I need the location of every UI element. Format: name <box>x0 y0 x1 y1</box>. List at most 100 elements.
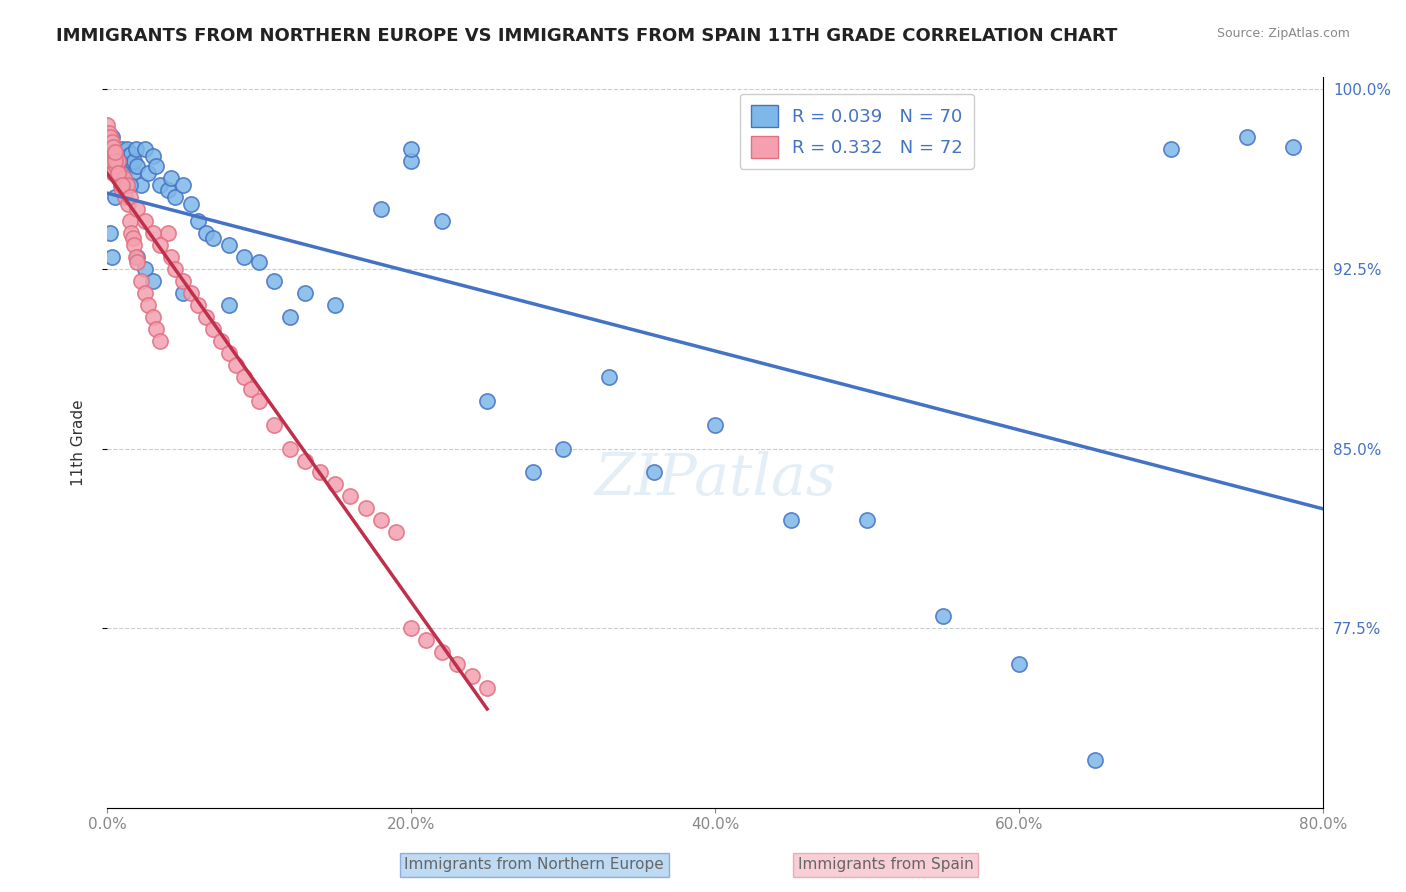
Point <box>107 154 129 169</box>
Point <box>124 238 146 252</box>
Point <box>111 166 134 180</box>
Point <box>120 226 142 240</box>
Point <box>98 226 121 240</box>
Point <box>118 159 141 173</box>
Point <box>385 525 408 540</box>
Point <box>218 298 240 312</box>
Point <box>399 142 422 156</box>
Point <box>104 149 127 163</box>
Point <box>475 393 498 408</box>
Point <box>108 154 131 169</box>
Point <box>643 466 665 480</box>
Point <box>1282 140 1305 154</box>
Point <box>932 609 955 624</box>
Point <box>136 166 159 180</box>
Point <box>117 197 139 211</box>
Point <box>97 149 120 163</box>
Point <box>98 142 121 156</box>
Point <box>240 382 263 396</box>
Point <box>124 154 146 169</box>
Point <box>415 633 437 648</box>
Point <box>110 178 132 193</box>
Point <box>475 681 498 695</box>
Point <box>232 250 254 264</box>
Point <box>172 285 194 300</box>
Point <box>156 183 179 197</box>
Point <box>142 274 165 288</box>
Point <box>142 226 165 240</box>
Point <box>553 442 575 456</box>
Point <box>172 274 194 288</box>
Point <box>339 490 361 504</box>
Point <box>134 285 156 300</box>
Point <box>108 166 131 180</box>
Point <box>1160 142 1182 156</box>
Point <box>129 178 152 193</box>
Point <box>107 154 129 169</box>
Point <box>117 149 139 163</box>
Point <box>104 145 127 159</box>
Point <box>145 159 167 173</box>
Point <box>704 417 727 432</box>
Point <box>780 513 803 527</box>
Point <box>430 214 453 228</box>
Point <box>134 262 156 277</box>
Point <box>180 197 202 211</box>
Point <box>446 657 468 671</box>
Point <box>100 154 122 169</box>
Point <box>165 262 187 277</box>
Point <box>856 513 879 527</box>
Point <box>115 178 138 193</box>
Point <box>105 159 128 173</box>
Point <box>294 453 316 467</box>
Point <box>101 142 124 156</box>
Point <box>399 154 422 169</box>
Point <box>118 214 141 228</box>
Point <box>127 250 149 264</box>
Point <box>122 231 145 245</box>
Point <box>122 166 145 180</box>
Point <box>180 285 202 300</box>
Point <box>111 178 134 193</box>
Legend: R = 0.039   N = 70, R = 0.332   N = 72: R = 0.039 N = 70, R = 0.332 N = 72 <box>740 94 974 169</box>
Point <box>98 130 121 145</box>
Text: ZIPatlas: ZIPatlas <box>595 450 837 508</box>
Point <box>156 226 179 240</box>
Point <box>1236 130 1258 145</box>
Point <box>125 142 148 156</box>
Point <box>104 154 127 169</box>
Point <box>461 669 484 683</box>
Point <box>98 130 121 145</box>
Point <box>96 118 118 132</box>
Point <box>101 140 124 154</box>
Point <box>218 345 240 359</box>
Point <box>104 190 127 204</box>
Point <box>165 190 187 204</box>
Point <box>127 202 149 216</box>
Point <box>278 442 301 456</box>
Point <box>187 214 209 228</box>
Point <box>100 250 122 264</box>
Point <box>149 238 172 252</box>
Point <box>127 159 149 173</box>
Point <box>522 466 544 480</box>
Point <box>112 166 135 180</box>
Text: Immigrants from Northern Europe: Immigrants from Northern Europe <box>405 857 664 872</box>
Point <box>100 135 122 149</box>
Point <box>100 130 122 145</box>
Point <box>96 154 118 169</box>
Point <box>354 501 377 516</box>
Point <box>111 183 134 197</box>
Point <box>97 126 120 140</box>
Point <box>309 466 332 480</box>
Point <box>160 250 183 264</box>
Point <box>263 274 285 288</box>
Point <box>129 274 152 288</box>
Point <box>399 621 422 635</box>
Y-axis label: 11th Grade: 11th Grade <box>72 400 86 486</box>
Point <box>120 147 142 161</box>
Point <box>112 171 135 186</box>
Text: IMMIGRANTS FROM NORTHERN EUROPE VS IMMIGRANTS FROM SPAIN 11TH GRADE CORRELATION : IMMIGRANTS FROM NORTHERN EUROPE VS IMMIG… <box>56 27 1118 45</box>
Point <box>1008 657 1031 671</box>
Point <box>187 298 209 312</box>
